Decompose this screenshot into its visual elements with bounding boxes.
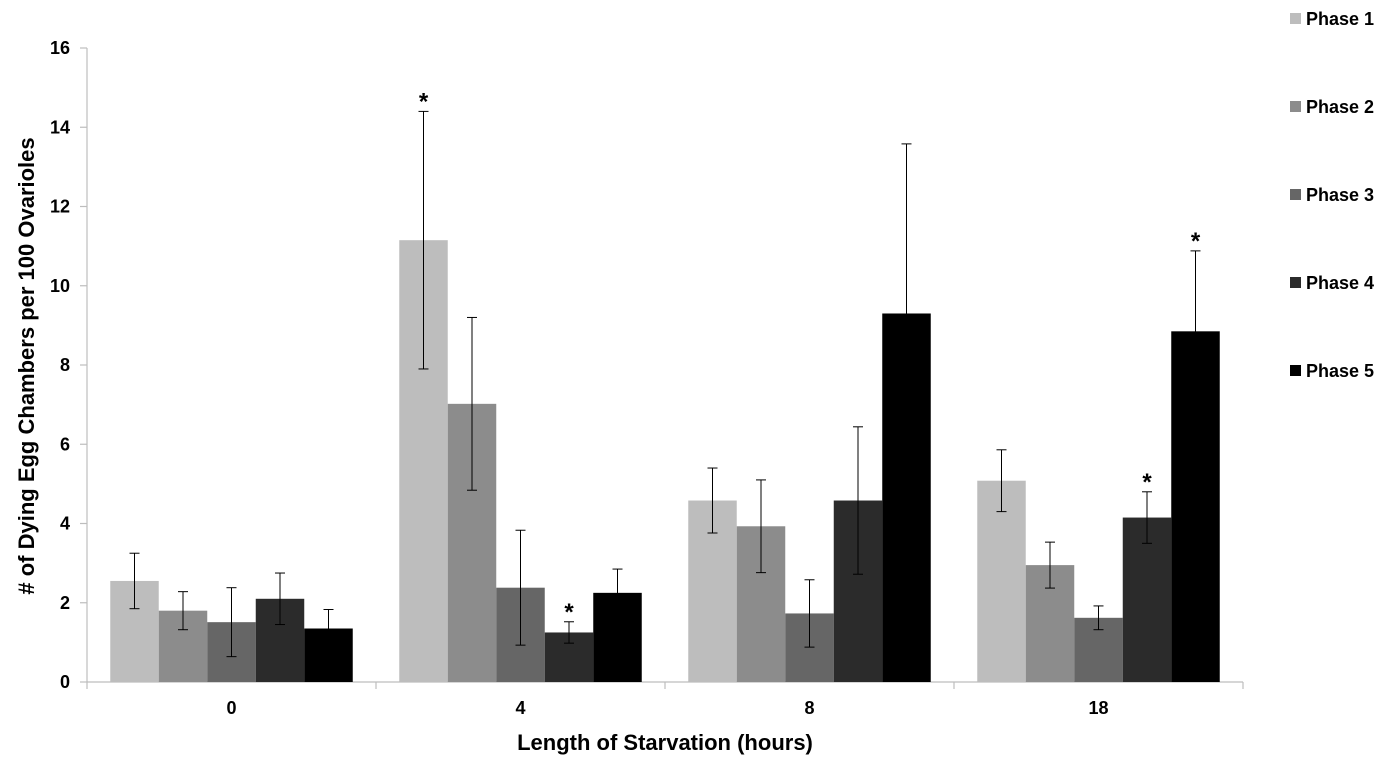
x-tick-label: 4 — [515, 698, 525, 718]
legend: Phase 1 Phase 2 Phase 3 Phase 4 Phase 5 — [1290, 9, 1374, 381]
x-tick-label: 18 — [1088, 698, 1108, 718]
y-tick-label: 6 — [60, 434, 70, 454]
significance-marker: * — [564, 599, 574, 626]
y-axis: 0 2 4 6 8 10 12 14 16 — [50, 38, 88, 692]
legend-label: Phase 1 — [1306, 9, 1374, 29]
legend-swatch — [1290, 13, 1301, 24]
legend-label: Phase 2 — [1306, 97, 1374, 117]
y-tick-label: 4 — [60, 514, 70, 534]
legend-swatch — [1290, 189, 1301, 200]
legend-swatch — [1290, 101, 1301, 112]
legend-label: Phase 3 — [1306, 185, 1374, 205]
x-axis-title: Length of Starvation (hours) — [517, 730, 813, 755]
legend-swatch — [1290, 365, 1301, 376]
y-tick-label: 14 — [50, 117, 70, 137]
legend-item: Phase 2 — [1290, 97, 1374, 117]
legend-label: Phase 5 — [1306, 361, 1374, 381]
bar-phase-1 — [977, 480, 1026, 682]
significance-markers: * * * * — [419, 88, 1201, 625]
x-tick-label: 8 — [804, 698, 814, 718]
significance-marker: * — [419, 88, 429, 115]
legend-item: Phase 5 — [1290, 361, 1374, 381]
legend-swatch — [1290, 277, 1301, 288]
significance-marker: * — [1142, 469, 1152, 496]
bar-phase-4 — [1122, 517, 1172, 682]
x-tick-label: 0 — [226, 698, 236, 718]
y-tick-label: 10 — [50, 276, 70, 296]
legend-label: Phase 4 — [1306, 273, 1374, 293]
significance-marker: * — [1191, 228, 1201, 255]
y-axis-title: # of Dying Egg Chambers per 100 Ovariole… — [14, 137, 39, 594]
y-tick-label: 16 — [50, 38, 70, 58]
legend-item: Phase 4 — [1290, 273, 1374, 293]
y-tick-label: 12 — [50, 197, 70, 217]
legend-item: Phase 1 — [1290, 9, 1374, 29]
x-axis: 0 4 8 18 — [86, 681, 1244, 718]
legend-item: Phase 3 — [1290, 185, 1374, 205]
error-bars — [129, 110, 1201, 658]
y-tick-label: 0 — [60, 672, 70, 692]
bars — [110, 240, 1220, 682]
y-tick-label: 2 — [60, 593, 70, 613]
y-tick-label: 8 — [60, 355, 70, 375]
